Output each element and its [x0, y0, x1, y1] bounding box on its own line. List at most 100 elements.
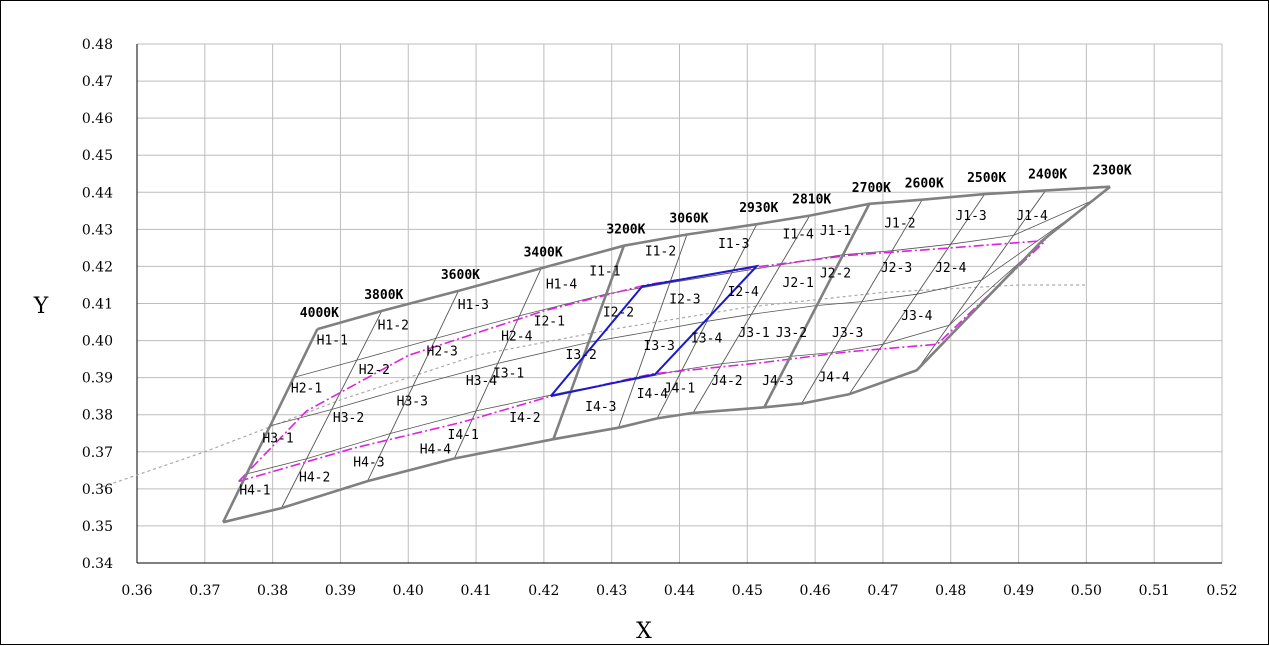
x-tick-label: 0.36 [121, 583, 152, 599]
bin-label: I2-2 [603, 305, 634, 320]
x-tick-label: 0.44 [664, 583, 695, 599]
cct-label: 3060K [669, 212, 708, 227]
x-tick-label: 0.49 [1003, 583, 1034, 599]
cct-label: 4000K [300, 306, 339, 321]
cct-label: 3400K [524, 245, 563, 260]
y-tick-label: 0.40 [82, 334, 113, 350]
bin-label: H1-4 [546, 278, 577, 293]
y-axis-label: Y [33, 294, 49, 319]
x-axis-label: X [636, 619, 652, 644]
bin-labels: H1-1 H1-2 H1-3 H1-4 H2-1 H2-2 H2-3 H2-4 H3-1 H3-2… [239, 209, 1048, 498]
bin-label: H2-3 [427, 344, 458, 359]
bin-label: H2-4 [501, 330, 532, 345]
bin-label: H4-2 [299, 470, 330, 485]
cct-label: 3600K [441, 268, 480, 283]
x-tick-label: 0.41 [460, 583, 491, 599]
x-tick-label: 0.37 [189, 583, 220, 599]
bin-label: J4-2 [711, 374, 742, 389]
bin-label: I1-2 [645, 244, 676, 259]
bin-label: H3-3 [397, 394, 428, 409]
bin-label: I1-1 [589, 265, 620, 280]
bin-label: J1-4 [1016, 209, 1047, 224]
cct-label: 2700K [852, 181, 891, 196]
x-tick-label: 0.42 [528, 583, 559, 599]
cct-label: 2930K [739, 201, 778, 216]
x-tick-label: 0.52 [1206, 583, 1237, 599]
y-tick-label: 0.46 [82, 111, 113, 127]
bin-label: H1-2 [378, 318, 409, 333]
x-tick-label: 0.48 [935, 583, 966, 599]
cct-label: 3200K [606, 223, 645, 238]
cct-label: 2300K [1093, 164, 1132, 179]
bin-label: J3-2 [776, 326, 807, 341]
bin-label: J2-2 [820, 267, 851, 282]
y-tick-label: 0.48 [82, 37, 113, 53]
bin-label: H4-3 [353, 456, 384, 471]
x-tick-label: 0.51 [1139, 583, 1170, 599]
cct-label: 2400K [1028, 167, 1067, 182]
bin-label: H3-1 [262, 432, 293, 447]
bin-label: H4-1 [239, 483, 270, 498]
bin-label: I1-4 [783, 228, 814, 243]
cct-label: 2810K [792, 193, 831, 208]
bin-label: J2-4 [935, 261, 966, 276]
bin-label: J3-3 [832, 326, 863, 341]
bin-row-line [294, 200, 1093, 377]
y-tick-label: 0.43 [82, 222, 113, 238]
y-tick-label: 0.44 [82, 185, 113, 201]
y-tick-label: 0.34 [82, 556, 113, 572]
y-tick-label: 0.35 [82, 519, 113, 535]
cct-label: 2500K [967, 171, 1006, 186]
cct-label: 2600K [905, 177, 944, 192]
bin-label: J4-4 [818, 370, 849, 385]
bin-label: J1-1 [820, 224, 851, 239]
y-tick-label: 0.47 [82, 74, 113, 90]
bin-label: I2-1 [534, 315, 565, 330]
x-tick-label: 0.47 [867, 583, 898, 599]
bin-label: H1-3 [458, 298, 489, 313]
x-tick-label: 0.43 [596, 583, 627, 599]
bin-label: J2-3 [881, 261, 912, 276]
bin-label: I3-1 [493, 367, 524, 382]
bin-label: I2-3 [669, 293, 700, 308]
y-tick-label: 0.36 [82, 482, 113, 498]
bin-label: J4-1 [664, 381, 695, 396]
x-tick-label: 0.50 [1071, 583, 1102, 599]
y-tick-label: 0.45 [82, 148, 113, 164]
bin-label: J3-1 [738, 326, 769, 341]
bin-label: I4-1 [448, 428, 479, 443]
cct-label: 3800K [364, 288, 403, 303]
bin-label: I3-2 [566, 348, 597, 363]
bin-label: I3-3 [644, 339, 675, 354]
x-tick-label: 0.45 [732, 583, 763, 599]
bin-label: J1-3 [955, 209, 986, 224]
bin-label: H2-2 [359, 363, 390, 378]
boundary [223, 187, 1110, 523]
x-tick-label: 0.38 [257, 583, 288, 599]
bin-label: H2-1 [291, 381, 322, 396]
bin-label: J4-3 [762, 374, 793, 389]
y-tick-label: 0.41 [82, 297, 113, 313]
bin-label: J3-4 [901, 309, 932, 324]
bin-label: I4-3 [585, 400, 616, 415]
x-tick-label: 0.39 [325, 583, 356, 599]
bin-label: J2-1 [783, 276, 814, 291]
y-tick-label: 0.38 [82, 408, 113, 424]
cct-labels: 4000K 3800K 3600K 3400K 3200K 3060K 2930K 2810K… [300, 164, 1132, 321]
bin-label: H4-4 [420, 443, 451, 458]
x-tick-label: 0.40 [393, 583, 424, 599]
bin-label: H3-2 [333, 411, 364, 426]
x-tick-label: 0.46 [800, 583, 831, 599]
y-tick-label: 0.39 [82, 371, 113, 387]
group-boundary [1042, 187, 1110, 241]
bin-label: I1-3 [718, 237, 749, 252]
bin-label: J1-2 [884, 217, 915, 232]
bin-label: I4-2 [509, 411, 540, 426]
y-tick-label: 0.37 [82, 445, 113, 461]
y-tick-label: 0.42 [82, 259, 113, 275]
bin-label: I2-4 [728, 285, 759, 300]
bin-label: I3-4 [691, 331, 722, 346]
bin-label: H1-1 [317, 333, 348, 348]
